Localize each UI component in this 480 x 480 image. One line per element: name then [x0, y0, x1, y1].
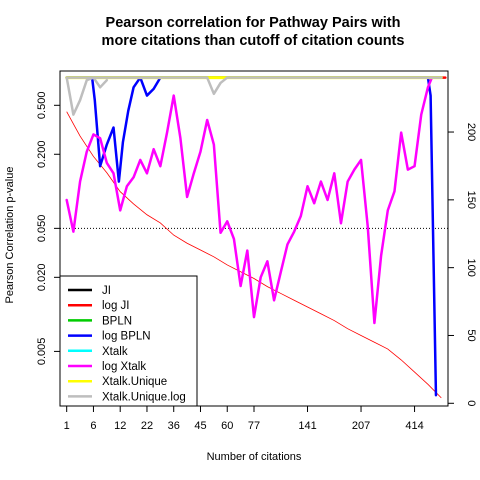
legend-label: Xtalk.Unique.log: [102, 391, 186, 403]
y-axis-right: 0 50 100 150 200: [448, 123, 477, 406]
legend-label: log JI: [102, 300, 130, 312]
y-axis-left: 0.005 0.020 0.050 0.200 0.500: [36, 92, 60, 366]
count-line: [66, 111, 442, 399]
x-tick-label: 6: [90, 420, 96, 432]
y-left-tick-label: 0.200: [36, 141, 48, 169]
x-tick-label: 22: [141, 420, 153, 432]
x-tick-label: 45: [194, 420, 206, 432]
y-left-tick-label: 0.020: [36, 264, 48, 292]
y-right-tick-label: 50: [465, 329, 477, 341]
series-layer: [65, 76, 447, 399]
y-left-tick-label: 0.050: [36, 215, 48, 243]
x-axis: 1 6 12 22 36 45 60 77 141 207 414: [64, 406, 424, 432]
x-tick-label: 12: [114, 420, 126, 432]
legend-label: Xtalk: [102, 346, 128, 358]
series-line-xtalk-unique-log-8: [65, 76, 109, 116]
y-left-tick-label: 0.500: [36, 92, 48, 120]
chart-title-line-1: Pearson correlation for Pathway Pairs wi…: [106, 15, 401, 31]
legend-label: BPLN: [102, 315, 132, 327]
chart-title-line-2: more citations than cutoff of citation c…: [102, 33, 405, 49]
series-line-log-xtalk-5: [65, 76, 434, 325]
x-tick-label: 77: [248, 420, 260, 432]
x-tick-label: 207: [352, 420, 370, 432]
x-tick-label: 36: [168, 420, 180, 432]
series-line-xtalk-unique-log-7: [65, 76, 443, 96]
y-left-tick-label: 0.005: [36, 338, 48, 366]
legend-label: JI: [102, 285, 111, 297]
x-tick-label: 60: [221, 420, 233, 432]
x-axis-label: Number of citations: [207, 451, 302, 463]
x-tick-label: 1: [64, 420, 70, 432]
legend-label: log BPLN: [102, 331, 151, 343]
legend-label: Xtalk.Unique: [102, 376, 167, 388]
y-right-tick-label: 200: [465, 123, 477, 141]
legend-box: [59, 275, 198, 407]
y-axis-label: Pearson Correlation p-value: [4, 167, 16, 304]
x-tick-label: 414: [405, 420, 423, 432]
y-right-tick-label: 100: [465, 258, 477, 276]
y-right-tick-label: 0: [465, 400, 477, 406]
y-right-tick-label: 150: [465, 191, 477, 209]
x-tick-label: 141: [298, 420, 316, 432]
legend: JI log JI BPLN log BPLN Xtalk log Xtalk Xtalk.…: [59, 275, 198, 407]
legend-label: log Xtalk: [102, 361, 146, 373]
